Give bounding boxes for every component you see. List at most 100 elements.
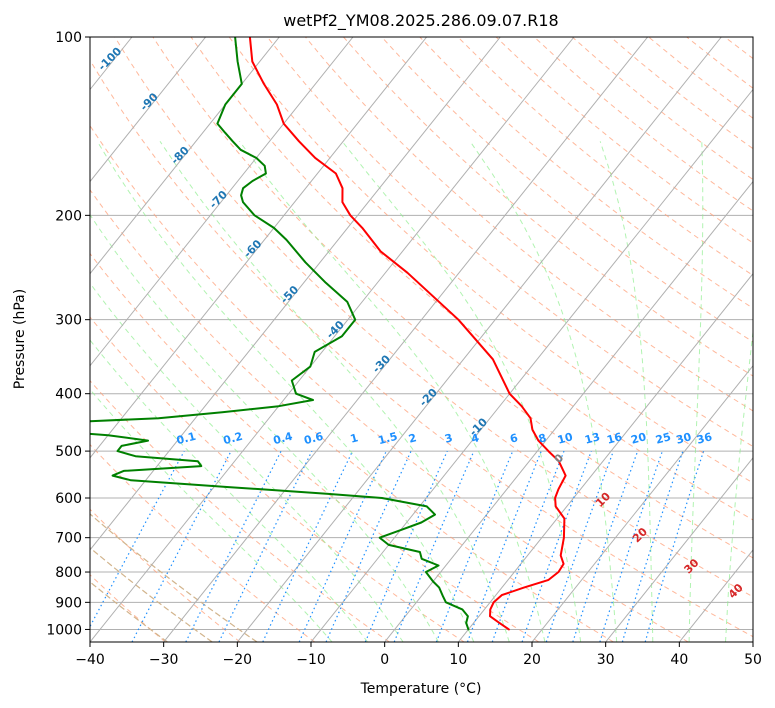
mixing-ratio-label: 10 — [556, 430, 574, 447]
dry-adiabat-line — [90, 379, 390, 642]
dry-adiabat-line — [763, 37, 775, 642]
mixing-ratio-line — [364, 450, 448, 642]
dry-adiabat-line — [419, 37, 753, 309]
isotherm-line — [90, 37, 575, 642]
x-tick-label: −30 — [149, 652, 179, 668]
isotherm-label: -90 — [138, 90, 161, 113]
isotherm-label: -100 — [96, 44, 125, 73]
mixing-ratio-line — [466, 450, 542, 642]
dry-adiabat-line — [724, 37, 753, 60]
mixing-ratio-line — [521, 450, 592, 642]
dry-adiabat-line — [228, 37, 753, 484]
y-tick-label: 700 — [55, 531, 82, 547]
mixing-ratio-line — [545, 450, 614, 642]
moist-adiabat-label: 20 — [630, 525, 650, 545]
mixing-ratio-line — [644, 450, 705, 642]
isotherm-label: -30 — [370, 352, 393, 375]
dry-adiabat-line — [114, 37, 753, 598]
mixing-ratio-label: 13 — [583, 430, 601, 447]
isotherm-label: -60 — [241, 237, 264, 260]
moist-adiabat-label: 30 — [682, 556, 702, 576]
mixing-ratio-label: 20 — [630, 430, 648, 447]
moist-adiabat-line — [239, 141, 546, 642]
isotherm-label: -50 — [278, 283, 301, 306]
isotherm-line — [678, 549, 753, 642]
mixing-ratio-line — [298, 450, 387, 642]
isotherm-line — [90, 37, 354, 367]
moist-adiabat-line — [90, 213, 439, 642]
mixing-ratio-label: 3 — [443, 431, 454, 446]
mixing-ratio-label: 36 — [695, 430, 713, 447]
dry-adiabat-line — [381, 37, 753, 343]
mixing-ratio-label: 0.6 — [302, 430, 325, 448]
chart-title: wetPf2_YM08.2025.286.09.07.R18 — [283, 11, 558, 31]
dry-adiabat-line — [90, 574, 166, 642]
y-axis-title: Pressure (hPa) — [12, 289, 28, 389]
y-axis: 100 200 300 400 500 600 700 800 900 1000 — [46, 30, 90, 638]
mixing-ratio-line — [218, 450, 313, 642]
mixing-ratio-line — [90, 450, 185, 628]
dry-adiabat-line — [90, 443, 316, 642]
mixing-ratio-label: 30 — [675, 430, 693, 447]
y-tick-label: 300 — [55, 313, 82, 329]
dry-adiabat-line — [90, 189, 614, 642]
x-tick-label: 50 — [744, 652, 762, 668]
curved-guide-line — [90, 547, 213, 642]
dry-adiabat-line — [457, 37, 753, 276]
moist-adiabat-line — [688, 141, 704, 642]
plot-area: -100-90-80-70-60-50-40-30-20-100.1 0.2 0.4… — [90, 37, 775, 642]
x-axis-title: Temperature (°C) — [360, 681, 482, 697]
moist-adiabat-label: 10 — [593, 490, 613, 510]
y-tick-label: 200 — [55, 208, 82, 224]
moist-adiabat-line — [341, 140, 582, 642]
mixing-ratio-line — [491, 450, 565, 642]
mixing-ratio-line — [185, 450, 282, 642]
y-tick-label: 900 — [55, 595, 82, 611]
isotherm-line — [90, 37, 280, 275]
mixing-ratio-label: 2 — [407, 431, 418, 446]
isotherm-label: -70 — [207, 188, 230, 211]
dry-adiabat-line — [90, 124, 689, 642]
moist-adiabat-line — [469, 141, 618, 642]
x-tick-label: −20 — [223, 652, 253, 668]
x-tick-label: −10 — [296, 652, 326, 668]
isotherm-line — [531, 364, 753, 642]
isotherm-label: -20 — [417, 386, 440, 409]
isotherm-line — [752, 641, 753, 642]
isotherm-line — [384, 180, 753, 642]
isotherm-line — [457, 272, 753, 642]
x-tick-label: 40 — [670, 652, 688, 668]
y-tick-label: 400 — [55, 387, 82, 403]
dry-adiabat-line — [90, 316, 465, 642]
isotherm-label: -80 — [168, 144, 191, 167]
mixing-ratio-label: 25 — [654, 430, 672, 447]
x-tick-label: −40 — [75, 652, 105, 668]
mixing-ratio-label: 0.1 — [175, 430, 197, 448]
curved-guide-line — [90, 513, 258, 642]
mixing-ratio-label: 1.5 — [377, 430, 399, 448]
dry-adiabat-line — [610, 37, 753, 150]
dry-adiabat-line — [190, 37, 753, 521]
mixing-ratio-line — [262, 450, 354, 642]
mixing-ratio-label: 6 — [509, 431, 520, 446]
dry-adiabat-line — [90, 508, 241, 642]
dry-adiabat-line — [90, 252, 540, 642]
mixing-ratio-label: 8 — [537, 431, 548, 446]
dry-adiabat-line — [266, 37, 753, 448]
moist-adiabat-line — [96, 141, 475, 642]
dry-adiabat-line — [648, 37, 753, 119]
x-axis: −40 −30 −20 −10 0 10 20 30 40 50 — [75, 642, 762, 668]
x-tick-label: 30 — [597, 652, 615, 668]
isotherm-label: -40 — [324, 318, 347, 341]
y-tick-label: 1000 — [46, 622, 82, 638]
isotherm-line — [90, 37, 501, 551]
mixing-ratio-label: 0.2 — [222, 430, 244, 448]
mixing-ratio-line — [621, 450, 684, 642]
dewpoint-line — [90, 37, 470, 631]
mixing-ratio-line — [599, 450, 663, 642]
mixing-ratio-label: 4 — [470, 431, 481, 446]
y-tick-label: 800 — [55, 565, 82, 581]
x-tick-label: 0 — [380, 652, 389, 668]
moist-adiabat-line — [90, 282, 404, 642]
